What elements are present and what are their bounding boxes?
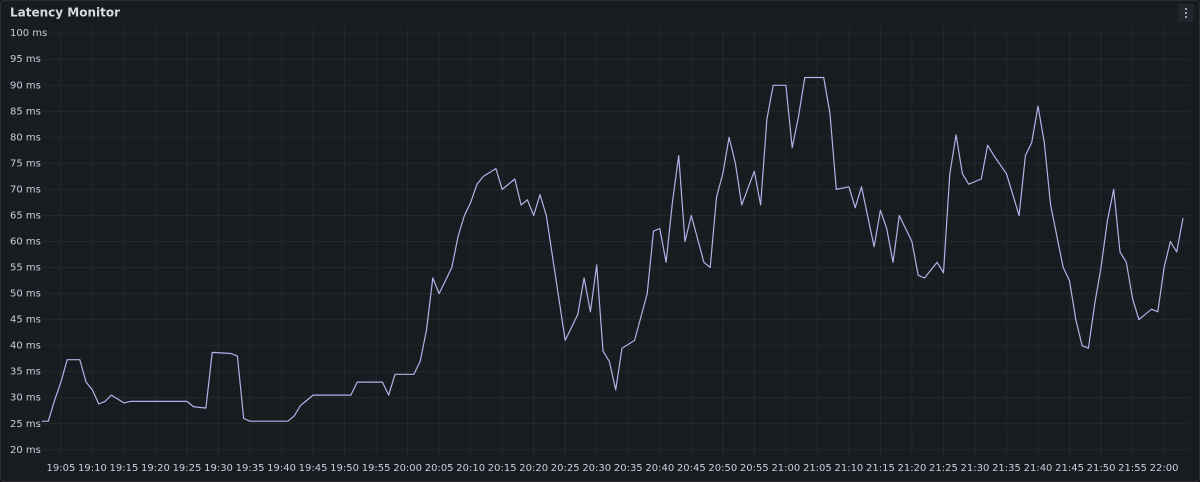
x-tick-label: 19:35 [236,463,265,474]
x-tick-label: 20:00 [393,463,422,474]
x-tick-label: 21:40 [1024,463,1053,474]
y-tick-label: 75 ms [10,158,41,169]
x-tick-label: 21:20 [898,463,927,474]
x-tick-label: 21:30 [961,463,990,474]
menu-dot [1185,8,1187,10]
y-tick-label: 45 ms [10,315,41,326]
y-tick-label: 55 ms [10,263,41,274]
y-tick-label: 85 ms [10,106,41,117]
y-tick-label: 40 ms [10,341,41,352]
x-tick-label: 20:05 [425,463,454,474]
x-tick-label: 19:50 [330,463,359,474]
y-tick-label: 50 ms [10,289,41,300]
y-tick-label: 100 ms [10,28,47,39]
y-tick-label: 25 ms [10,419,41,430]
x-tick-label: 19:10 [78,463,107,474]
y-tick-label: 70 ms [10,184,41,195]
x-tick-label: 20:20 [519,463,548,474]
x-tick-label: 19:05 [46,463,75,474]
x-tick-label: 19:25 [173,463,202,474]
x-tick-label: 19:55 [362,463,391,474]
menu-dot [1185,12,1187,14]
x-tick-label: 20:40 [645,463,674,474]
menu-dot [1185,16,1187,18]
y-tick-label: 95 ms [10,54,41,65]
panel-title: Latency Monitor [10,6,120,20]
x-tick-label: 21:45 [1055,463,1084,474]
x-tick-label: 19:45 [299,463,328,474]
x-tick-label: 21:35 [992,463,1021,474]
x-tick-label: 20:25 [551,463,580,474]
y-tick-label: 30 ms [10,393,41,404]
x-tick-label: 21:00 [771,463,800,474]
x-tick-label: 20:15 [488,463,517,474]
x-tick-label: 21:55 [1118,463,1147,474]
x-tick-label: 19:20 [141,463,170,474]
x-tick-label: 21:25 [929,463,958,474]
grid [42,28,1190,457]
x-tick-label: 19:30 [204,463,233,474]
x-tick-label: 21:10 [834,463,863,474]
x-tick-label: 22:00 [1150,463,1179,474]
axis-labels: 20 ms 25 ms 30 ms 35 ms 40 ms 45 ms 50 ms 55 ms… [10,28,1179,474]
x-tick-label: 20:10 [456,463,485,474]
x-tick-label: 20:45 [677,463,706,474]
x-tick-label: 19:40 [267,463,296,474]
x-tick-label: 19:15 [110,463,139,474]
x-tick-label: 20:55 [740,463,769,474]
x-tick-label: 20:30 [582,463,611,474]
y-tick-label: 20 ms [10,445,41,456]
x-tick-label: 21:15 [866,463,895,474]
y-tick-label: 60 ms [10,237,41,248]
x-tick-label: 20:50 [708,463,737,474]
y-tick-label: 90 ms [10,80,41,91]
x-tick-label: 21:05 [803,463,832,474]
latency-line [42,76,1184,422]
plot [42,76,1184,422]
panel-menu[interactable] [1178,4,1194,22]
x-tick-label: 20:35 [614,463,643,474]
y-tick-label: 65 ms [10,210,41,221]
y-tick-label: 80 ms [10,132,41,143]
y-tick-label: 35 ms [10,367,41,378]
x-tick-label: 21:50 [1087,463,1116,474]
